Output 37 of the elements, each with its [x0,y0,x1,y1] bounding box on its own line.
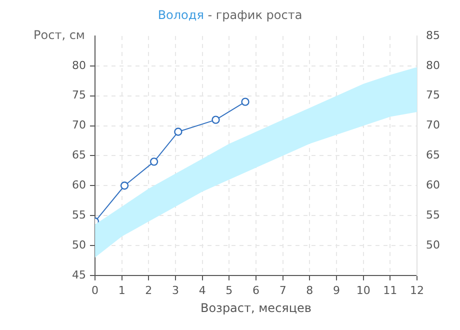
y2-tick-label: 85 [426,28,440,42]
x-tick-label: 11 [383,284,398,297]
y-tick-label: 80 [72,58,86,72]
y-tick-label: 60 [72,178,86,192]
x-tick-label: 8 [306,284,314,297]
point [241,98,250,106]
x-tick-label: 4 [198,284,206,297]
y2-tick-label: 75 [426,88,440,102]
x-axis-title: Возраст, месяцев [200,300,312,315]
x-tick-label: 6 [252,284,260,297]
y2-tick-label: 55 [426,208,440,222]
y2-tick-label: 65 [426,148,440,162]
y-tick-label: 70 [72,118,86,132]
x-tick-label: 1 [118,284,126,297]
y-axis-title: Рост, см [34,28,85,42]
y-tick-label: 75 [72,88,86,102]
x-tick-label: 12 [410,284,424,297]
x-tick-label: 9 [333,284,340,297]
x-tick-label: 2 [145,284,152,297]
x-tick-label: 10 [356,284,370,297]
x-tick-label: 7 [279,284,286,297]
point [212,116,220,124]
y2-tick-label: 50 [426,238,440,252]
y2-tick-label: 80 [426,58,440,72]
chart-title: Володя - график роста [156,8,304,24]
point [150,158,158,166]
y-tick-label: 45 [72,268,86,282]
x-tick-label: 0 [91,284,98,297]
x-tick-label: 5 [226,284,233,297]
x-tick-label: 3 [172,284,179,297]
point [174,128,182,136]
y2-tick-label: 70 [426,118,440,132]
y-tick-label: 65 [72,148,86,162]
y2-tick-label: 60 [426,178,440,192]
y-tick-label: 50 [72,238,86,252]
point [120,182,129,190]
y-tick-label: 55 [72,208,86,222]
